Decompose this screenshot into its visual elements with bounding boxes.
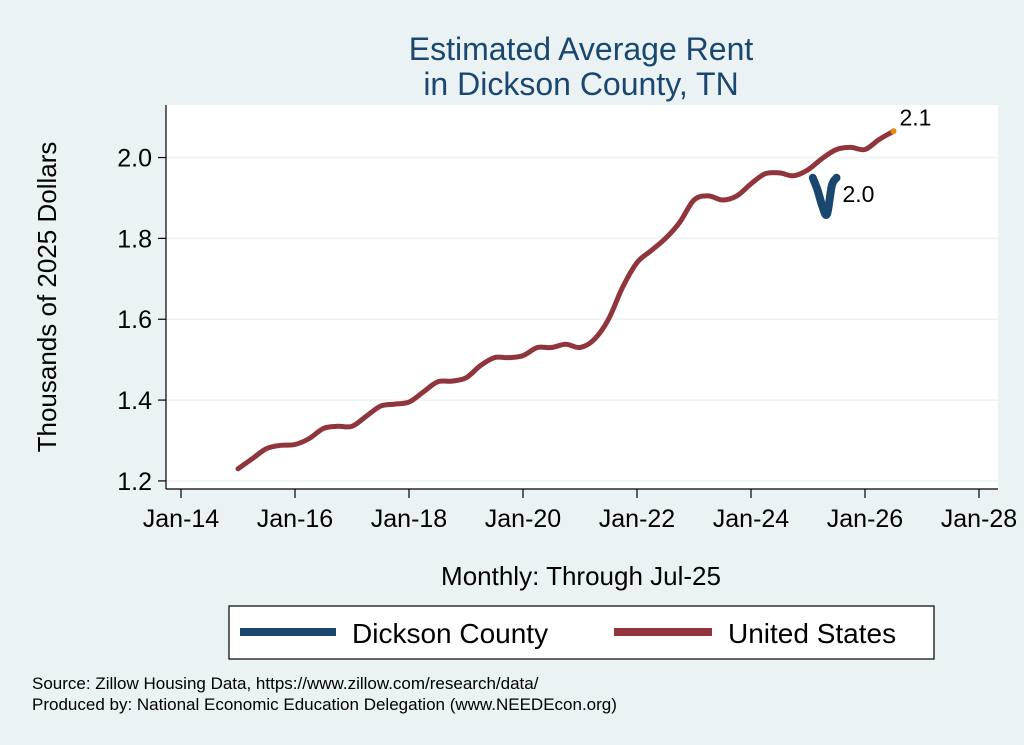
series-line-united-states [235,128,896,472]
x-tick-label: Jan-26 [827,505,903,533]
y-tick-label: 1.4 [117,387,152,415]
y-tick-label: 1.2 [117,468,152,496]
plot-area [166,105,998,489]
x-axis-ticks: Jan-14 Jan-16 Jan-18 Jan-20 Jan-22 Jan-24 Jan-… [143,489,1017,533]
x-tick-label: Jan-20 [485,505,561,533]
gridlines [166,156,998,482]
x-tick-label: Jan-24 [713,505,790,533]
end-label-dickson-county: 2.0 [843,181,875,207]
source-note: Source: Zillow Housing Data, https://www… [32,674,539,693]
legend-box [228,605,935,660]
legend-label-dickson: Dickson County [352,618,548,649]
series-line-dickson-county [808,173,841,219]
y-tick-label: 1.6 [117,306,152,334]
series-lines [235,128,897,472]
y-axis-title: Thousands of 2025 Dollars [32,142,62,453]
chart-title-line-1: Estimated Average Rent [409,31,754,67]
x-axis-title: Monthly: Through Jul-25 [441,561,721,591]
y-tick-label: 2.0 [117,145,152,173]
series-end-marker-united-states [890,128,897,135]
produced-by-note: Produced by: National Economic Education… [32,695,617,714]
x-tick-label: Jan-16 [257,505,333,533]
x-tick-label: Jan-22 [599,505,675,533]
end-labels: 2.1 2.0 [843,104,932,206]
x-tick-label: Jan-18 [371,505,447,533]
x-tick-label: Jan-28 [941,505,1017,533]
y-axis-ticks: 1.2 1.4 1.6 1.8 2.0 [117,145,166,496]
y-tick-label: 1.8 [117,225,152,253]
chart-title-line-2: in Dickson County, TN [423,66,738,102]
x-tick-label: Jan-14 [143,505,220,533]
end-label-united-states: 2.1 [900,104,932,130]
legend-label-us: United States [728,618,896,649]
